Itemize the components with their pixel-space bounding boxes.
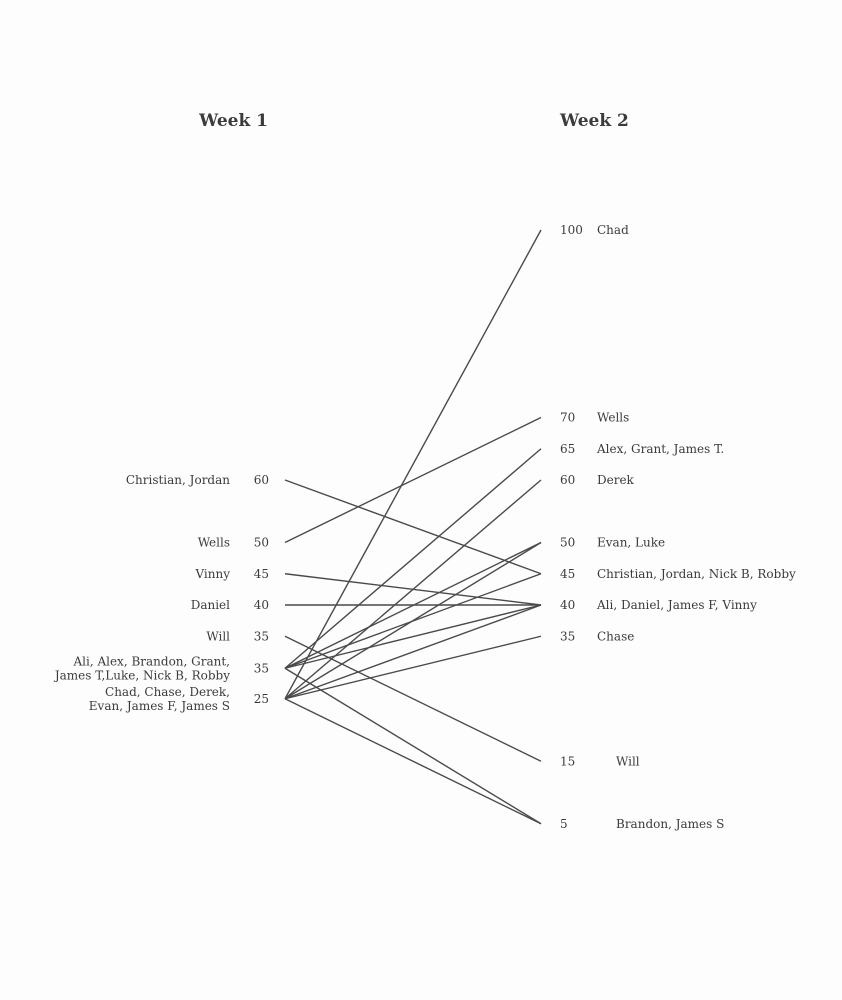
week2-label: Derek [597, 473, 635, 487]
week2-label: Alex, Grant, James T. [596, 442, 724, 456]
week2-value: 65 [560, 442, 575, 456]
week2-label: Wells [597, 411, 629, 425]
week1-label: Will [206, 629, 230, 643]
week2-label: Brandon, James S [616, 817, 724, 831]
week2-value: 35 [560, 629, 575, 643]
week1-label: Chad, Chase, Derek, [105, 685, 230, 699]
slope-line [284, 667, 542, 825]
week2-label: Will [616, 754, 640, 768]
week1-value: 25 [254, 692, 269, 706]
week2-label: Evan, Luke [597, 536, 665, 550]
week1-value: 40 [254, 598, 269, 612]
week1-value: 60 [254, 473, 269, 487]
slope-line [284, 479, 542, 575]
week1-label: Ali, Alex, Brandon, Grant, [72, 654, 230, 668]
week1-label: Daniel [191, 598, 230, 612]
slope-line [284, 698, 542, 825]
week2-header: Week 2 [559, 111, 629, 131]
week2-label: Christian, Jordan, Nick B, Robby [597, 567, 796, 581]
slope-line [284, 448, 542, 669]
week1-label: Christian, Jordan [126, 473, 230, 487]
slope-line [284, 541, 542, 700]
week1-labels: 60 Christian, Jordan 50 Wells 45 Vinny 40 Danie… [53, 473, 269, 713]
week1-value: 50 [254, 536, 269, 550]
slope-line [284, 479, 542, 700]
week2-value: 40 [560, 598, 575, 612]
week1-label: Wells [198, 536, 230, 550]
week2-value: 100 [560, 223, 583, 237]
week2-value: 60 [560, 473, 575, 487]
week2-value: 15 [560, 754, 575, 768]
slope-line [284, 604, 542, 700]
week2-value: 45 [560, 567, 575, 581]
slope-line [284, 541, 542, 669]
slope-lines [284, 229, 542, 825]
week1-value: 35 [254, 629, 269, 643]
slope-line [284, 604, 542, 669]
week1-label: Vinny [194, 567, 230, 581]
week2-label: Ali, Daniel, James F, Vinny [596, 598, 757, 612]
slope-line [284, 229, 542, 700]
week2-labels: 100 Chad 70 Wells 65 Alex, Grant, James T. 60 D… [560, 223, 796, 831]
week2-label: Chase [597, 629, 634, 643]
week1-value: 45 [254, 567, 269, 581]
week2-value: 5 [560, 817, 568, 831]
week2-value: 70 [560, 411, 575, 425]
week2-label: Chad [597, 223, 629, 237]
week1-label: Evan, James F, James S [89, 699, 230, 713]
week1-value: 35 [254, 661, 269, 675]
slope-line [284, 416, 542, 544]
week1-label: James T,Luke, Nick B, Robby [53, 668, 230, 682]
slope-line [284, 635, 542, 700]
slope-line [284, 635, 542, 762]
week1-header: Week 1 [198, 111, 268, 131]
week2-value: 50 [560, 536, 575, 550]
